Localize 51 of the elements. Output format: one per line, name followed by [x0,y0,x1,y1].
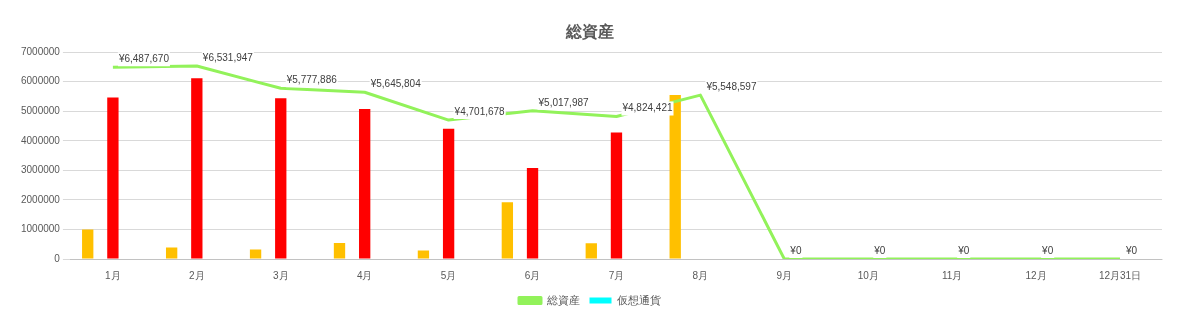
y-tick-label: 5000000 [20,105,61,117]
x-tick-label: 1月 [105,269,121,281]
data-label: ¥4,824,421 [621,102,673,114]
legend-label: 仮想通貨 [617,293,661,306]
bar [107,97,119,259]
y-tick-label: 6000000 [20,75,61,87]
bar [82,229,94,259]
data-label: ¥0 [873,244,886,256]
x-tick-label: 7月 [608,269,625,281]
bar [417,250,430,259]
data-label: ¥4,701,678 [453,105,506,117]
x-tick-label: 8月 [692,269,709,281]
y-tick-label: 7000000 [20,45,61,57]
bar [191,78,203,259]
y-tick-label: 3000000 [20,164,61,176]
y-tick-label: 1000000 [20,223,61,235]
data-label: ¥6,487,670 [117,53,170,65]
data-label: ¥5,777,886 [285,74,338,86]
x-tick-label: 5月 [440,269,457,281]
bar [442,128,455,259]
x-tick-label: 9月 [776,269,793,281]
bar [165,247,178,259]
data-label: ¥5,017,987 [537,96,590,108]
bar [333,243,346,259]
x-tick-label: 12月31日 [1098,269,1142,281]
x-tick-label: 4月 [356,269,373,281]
bar [275,98,287,259]
x-tick-label: 11月 [941,269,963,281]
data-label: ¥5,548,597 [705,80,757,92]
x-tick-label: 3月 [272,269,289,281]
data-label: ¥0 [789,244,802,256]
data-label: ¥0 [1125,244,1138,256]
data-label: ¥5,645,804 [369,77,422,89]
x-tick-label: 2月 [189,269,205,281]
bar [359,108,371,259]
bar [585,243,597,259]
y-tick-label: 4000000 [20,134,61,146]
data-label: ¥0 [957,244,970,256]
legend-label: 総資産 [545,293,580,306]
y-tick-label: 2000000 [20,193,61,205]
x-tick-label: 6月 [524,269,541,281]
x-tick-label: 12月 [1025,269,1047,281]
data-label: ¥0 [1041,244,1054,256]
x-tick-label: 10月 [857,269,879,281]
bar [610,132,623,259]
chart-title: 総資産 [565,22,614,42]
data-label: ¥6,531,947 [201,51,254,63]
bar [501,202,514,259]
y-tick-label: 0 [54,252,61,264]
bar [526,168,539,259]
bar [249,249,262,259]
